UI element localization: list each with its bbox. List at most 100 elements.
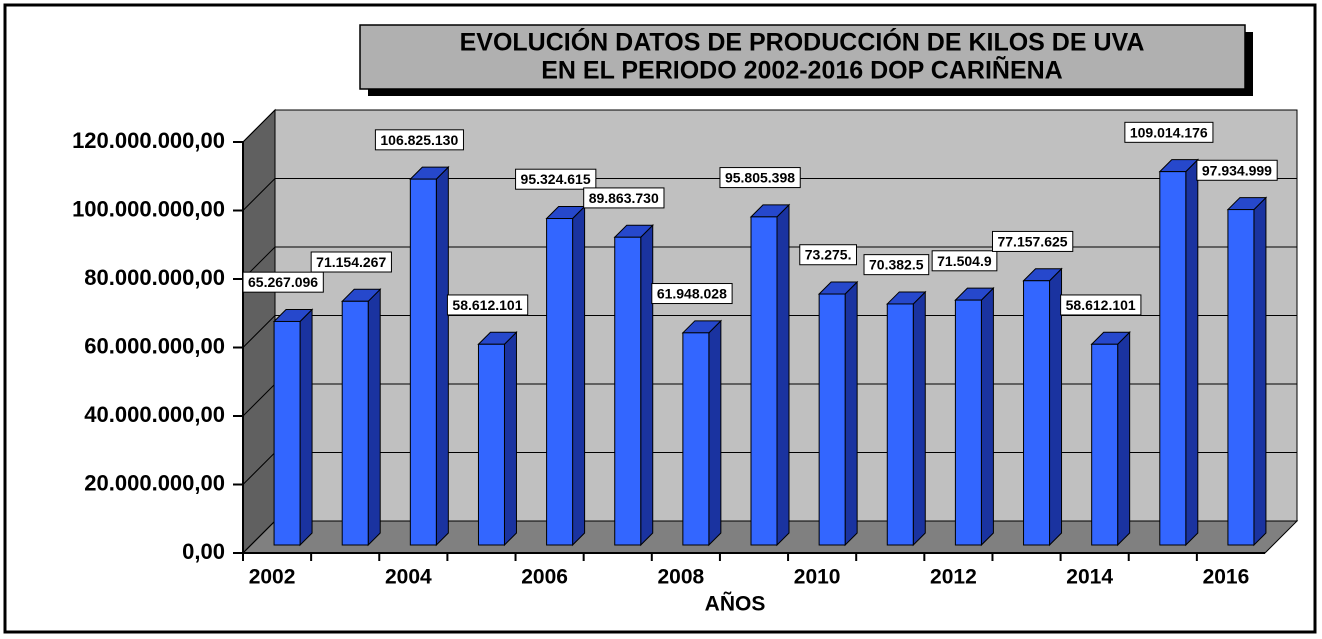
bar: [1090, 331, 1131, 547]
x-tick-label: 2006: [521, 566, 568, 589]
bar-side: [1117, 331, 1131, 547]
y-tick-label: 40.000.000,00: [84, 402, 225, 427]
y-tick-label: 0,00: [182, 539, 225, 564]
grid-line: [242, 178, 1297, 211]
value-label-box: [374, 129, 464, 151]
bar-side: [640, 224, 654, 547]
bar-front: [682, 332, 710, 546]
value-label-group: 106.825.130: [374, 129, 464, 151]
bar-side: [299, 308, 313, 547]
bar-front: [477, 343, 505, 546]
x-axis-label: AÑOS: [705, 593, 766, 616]
value-label: 109.014.176: [1130, 124, 1208, 140]
bar-side: [912, 290, 926, 547]
bar-front: [546, 218, 574, 546]
value-label: 73.275.: [805, 247, 852, 263]
value-label-box: [991, 230, 1074, 252]
chart-title: EN EL PERIODO 2002-2016 DOP CARIÑENA: [541, 55, 1062, 85]
bar-front: [818, 293, 846, 546]
value-label-box: [1196, 159, 1278, 181]
bar: [886, 290, 927, 547]
value-label-box: [1060, 294, 1142, 316]
value-label: 58.612.101: [1066, 297, 1136, 313]
bar-side: [572, 205, 586, 547]
x-tick-label: 2004: [385, 566, 432, 589]
bar-side: [435, 165, 449, 547]
bar: [613, 224, 654, 547]
bar-front: [341, 300, 369, 546]
value-label: 89.863.730: [589, 190, 659, 206]
value-label-group: 71.154.267: [310, 251, 392, 273]
bar-front: [1159, 171, 1187, 546]
x-tick-label: 2008: [658, 566, 705, 589]
bar: [817, 280, 859, 547]
bar-side: [844, 280, 858, 547]
bar: [272, 308, 314, 547]
bar-side: [980, 286, 994, 547]
value-label: 61.948.028: [657, 286, 727, 302]
y-tick-label: 20.000.000,00: [84, 470, 225, 495]
y-tick-label: 100.000.000,00: [72, 196, 225, 221]
value-label: 58.612.101: [452, 297, 522, 313]
value-label-group: 95.324.615: [515, 168, 597, 190]
grid-line: [242, 246, 1297, 280]
bar-side: [1185, 158, 1199, 547]
value-label-group: 77.157.625: [991, 230, 1074, 252]
value-label-group: 61.948.028: [651, 283, 733, 305]
y-tick-label: 60.000.000,00: [84, 333, 225, 358]
bar: [1022, 267, 1063, 547]
value-label: 70.382.5: [869, 257, 924, 273]
bar: [409, 165, 450, 547]
value-label: 71.504.9: [937, 253, 992, 269]
value-label-group: 109.014.176: [1124, 121, 1214, 143]
x-tick-label: 2010: [794, 566, 841, 589]
x-tick-label: 2012: [930, 566, 977, 589]
value-label-group: 58.612.101: [446, 294, 529, 316]
value-label-group: 70.382.5: [863, 254, 930, 276]
bar-front: [273, 320, 301, 546]
value-label-box: [863, 254, 930, 276]
bar-front: [1023, 280, 1051, 546]
bar-front: [750, 216, 778, 546]
bar-side: [708, 319, 722, 547]
chart-title: EVOLUCIÓN DATOS DE PRODUCCIÓN DE KILOS D…: [460, 27, 1145, 57]
bar-side: [776, 203, 790, 547]
bar-side: [503, 331, 517, 547]
value-label: 106.825.130: [380, 132, 458, 148]
value-label-box: [931, 250, 998, 272]
bar: [954, 286, 995, 547]
grid-line: [242, 109, 1297, 143]
value-label-box: [583, 187, 665, 209]
x-tick-label: 2002: [249, 566, 296, 589]
value-label: 97.934.999: [1202, 162, 1272, 178]
value-label-box: [310, 251, 392, 273]
bar-side: [1049, 267, 1063, 547]
x-tick-label: 2016: [1203, 566, 1250, 589]
bar: [340, 288, 382, 547]
bar: [681, 319, 723, 547]
value-label-box: [446, 294, 529, 316]
value-label-box: [242, 271, 324, 293]
value-label-group: 97.934.999: [1196, 159, 1278, 181]
title-box: [359, 24, 1246, 90]
value-label-group: 89.863.730: [583, 187, 665, 209]
value-label: 95.324.615: [521, 171, 591, 187]
value-label-box: [515, 168, 597, 190]
bar: [1226, 196, 1268, 547]
value-label-group: 65.267.096: [242, 271, 324, 293]
value-label: 65.267.096: [248, 274, 318, 290]
bar: [749, 203, 791, 547]
value-label-group: 58.612.101: [1060, 294, 1142, 316]
y-tick-label: 120.000.000,00: [72, 128, 225, 153]
bar: [477, 331, 518, 547]
value-label-group: 71.504.9: [931, 250, 998, 272]
bar-side: [1253, 196, 1267, 547]
bar: [545, 205, 586, 547]
value-label-box: [651, 283, 733, 305]
value-label: 71.154.267: [316, 254, 386, 270]
value-label-box: [799, 244, 857, 266]
bar-front: [954, 299, 982, 546]
y-tick-label: 80.000.000,00: [84, 265, 225, 290]
x-tick-label: 2014: [1066, 566, 1113, 589]
